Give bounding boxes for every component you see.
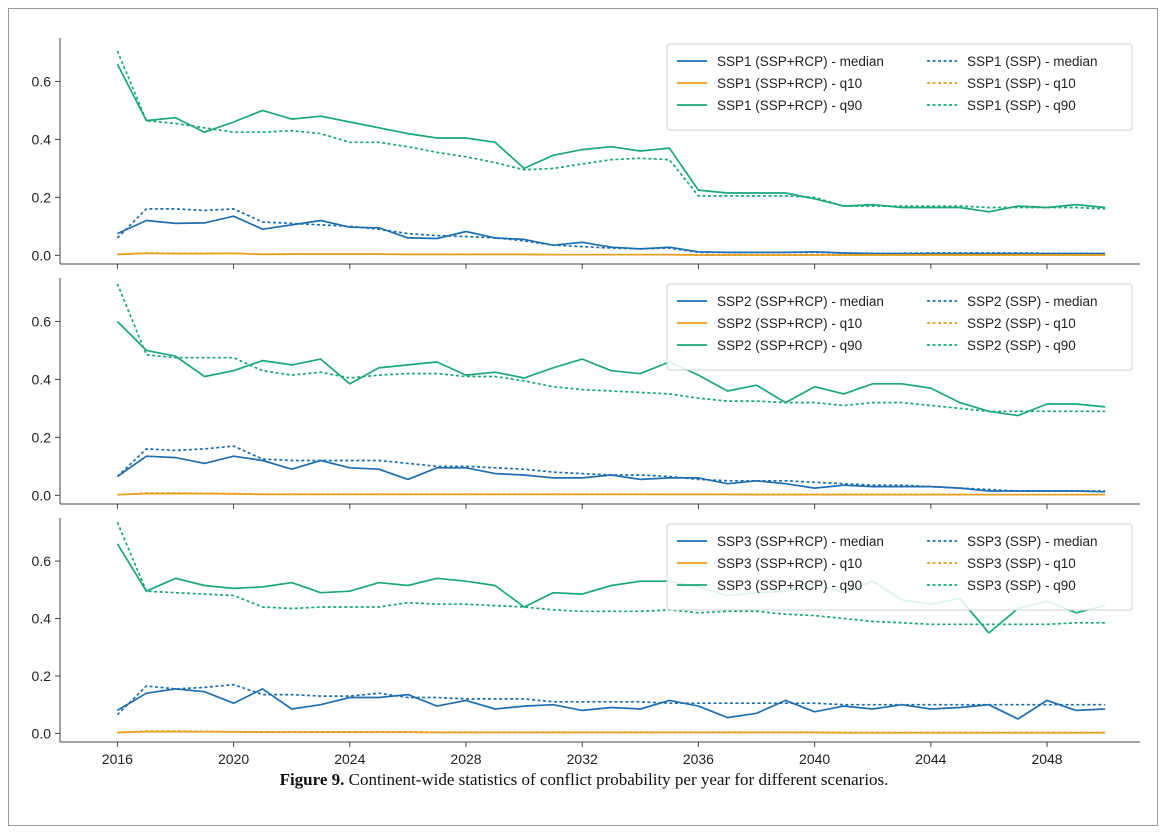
y-tick-label: 0.2 [32, 189, 52, 205]
y-tick-label: 0.4 [32, 131, 52, 147]
series-line-median-solid [117, 215, 1106, 255]
y-tick-label: 0.0 [32, 487, 52, 503]
panel-2: 0.0 0.2 0.4 0.6 SSP2 (SSP+RCP) - median SSP2 … [32, 278, 1140, 509]
figure-caption: Figure 9. Continent-wide statistics of c… [0, 770, 1168, 790]
legend-label: SSP2 (SSP) - q10 [967, 316, 1076, 331]
series-line-median-solid [116, 455, 1106, 493]
legend-label: SSP2 (SSP+RCP) - median [717, 294, 884, 309]
y-tick-label: 0.6 [32, 313, 52, 329]
x-tick-label: 2040 [799, 751, 830, 767]
legend-box [666, 283, 1133, 371]
legend-label: SSP3 (SSP+RCP) - q90 [717, 578, 862, 593]
series-line-q90-solid [116, 320, 1106, 417]
legend-label: SSP1 (SSP) - q10 [967, 76, 1076, 91]
series-line-q10-solid [117, 492, 1106, 496]
x-tick-label: 2036 [683, 751, 714, 767]
legend-label: SSP3 (SSP+RCP) - q10 [717, 556, 862, 571]
y-tick-label: 0.2 [32, 668, 52, 684]
y-tick-label: 0.0 [32, 247, 52, 263]
legend-label: SSP2 (SSP+RCP) - q10 [717, 316, 862, 331]
legend-label: SSP1 (SSP+RCP) - q90 [717, 98, 862, 113]
x-tick-label: 2016 [102, 751, 133, 767]
series-line-q90-solid [116, 63, 1106, 213]
x-tick-label: 2048 [1031, 751, 1062, 767]
legend-label: SSP3 (SSP) - q10 [967, 556, 1076, 571]
series-line-q10-solid [117, 252, 1106, 256]
y-tick-label: 0.0 [32, 725, 52, 741]
panel-3: 0.0 0.2 0.4 0.6 2016 2020 2024 2028 2032 2036 2040… [32, 518, 1140, 767]
series-line-median-dashed [116, 445, 1106, 492]
x-tick-label: 2028 [450, 751, 481, 767]
legend-label: SSP1 (SSP+RCP) - q10 [717, 76, 862, 91]
caption-label: Figure 9. [279, 770, 345, 789]
x-tick-label: 2020 [218, 751, 249, 767]
caption-text: Continent-wide statistics of conflict pr… [348, 770, 889, 789]
x-tick-label: 2032 [567, 751, 598, 767]
legend-label: SSP1 (SSP) - median [967, 54, 1098, 69]
series-line-q90-dashed [116, 283, 1106, 413]
figure-frame [8, 8, 1158, 826]
legend-box [666, 43, 1133, 131]
series-line-q10-solid [117, 730, 1106, 734]
legend-label: SSP3 (SSP+RCP) - median [717, 534, 884, 549]
series-line-median-solid [116, 688, 1106, 720]
legend-label: SSP2 (SSP) - q90 [967, 338, 1076, 353]
x-tick-label: 2044 [915, 751, 946, 767]
x-tick-label: 2024 [334, 751, 365, 767]
panel-1: 0.0 0.2 0.4 0.6 SSP1 (SSP+RCP) - median SSP1 … [32, 38, 1140, 269]
legend-label: SSP2 (SSP) - median [967, 294, 1098, 309]
y-tick-label: 0.4 [32, 611, 52, 627]
legend-label: SSP1 (SSP) - q90 [967, 98, 1076, 113]
series-line-median-dashed [116, 683, 1106, 716]
legend-label: SSP1 (SSP+RCP) - median [717, 54, 884, 69]
legend-label: SSP2 (SSP+RCP) - q90 [717, 338, 862, 353]
legend-box [666, 523, 1133, 611]
legend-label: SSP3 (SSP) - q90 [967, 578, 1076, 593]
y-tick-label: 0.6 [32, 73, 52, 89]
y-tick-label: 0.4 [32, 371, 52, 387]
legend-label: SSP3 (SSP) - median [967, 534, 1098, 549]
y-tick-label: 0.6 [32, 553, 52, 569]
y-tick-label: 0.2 [32, 429, 52, 445]
series-line-q90-dashed [116, 50, 1106, 210]
